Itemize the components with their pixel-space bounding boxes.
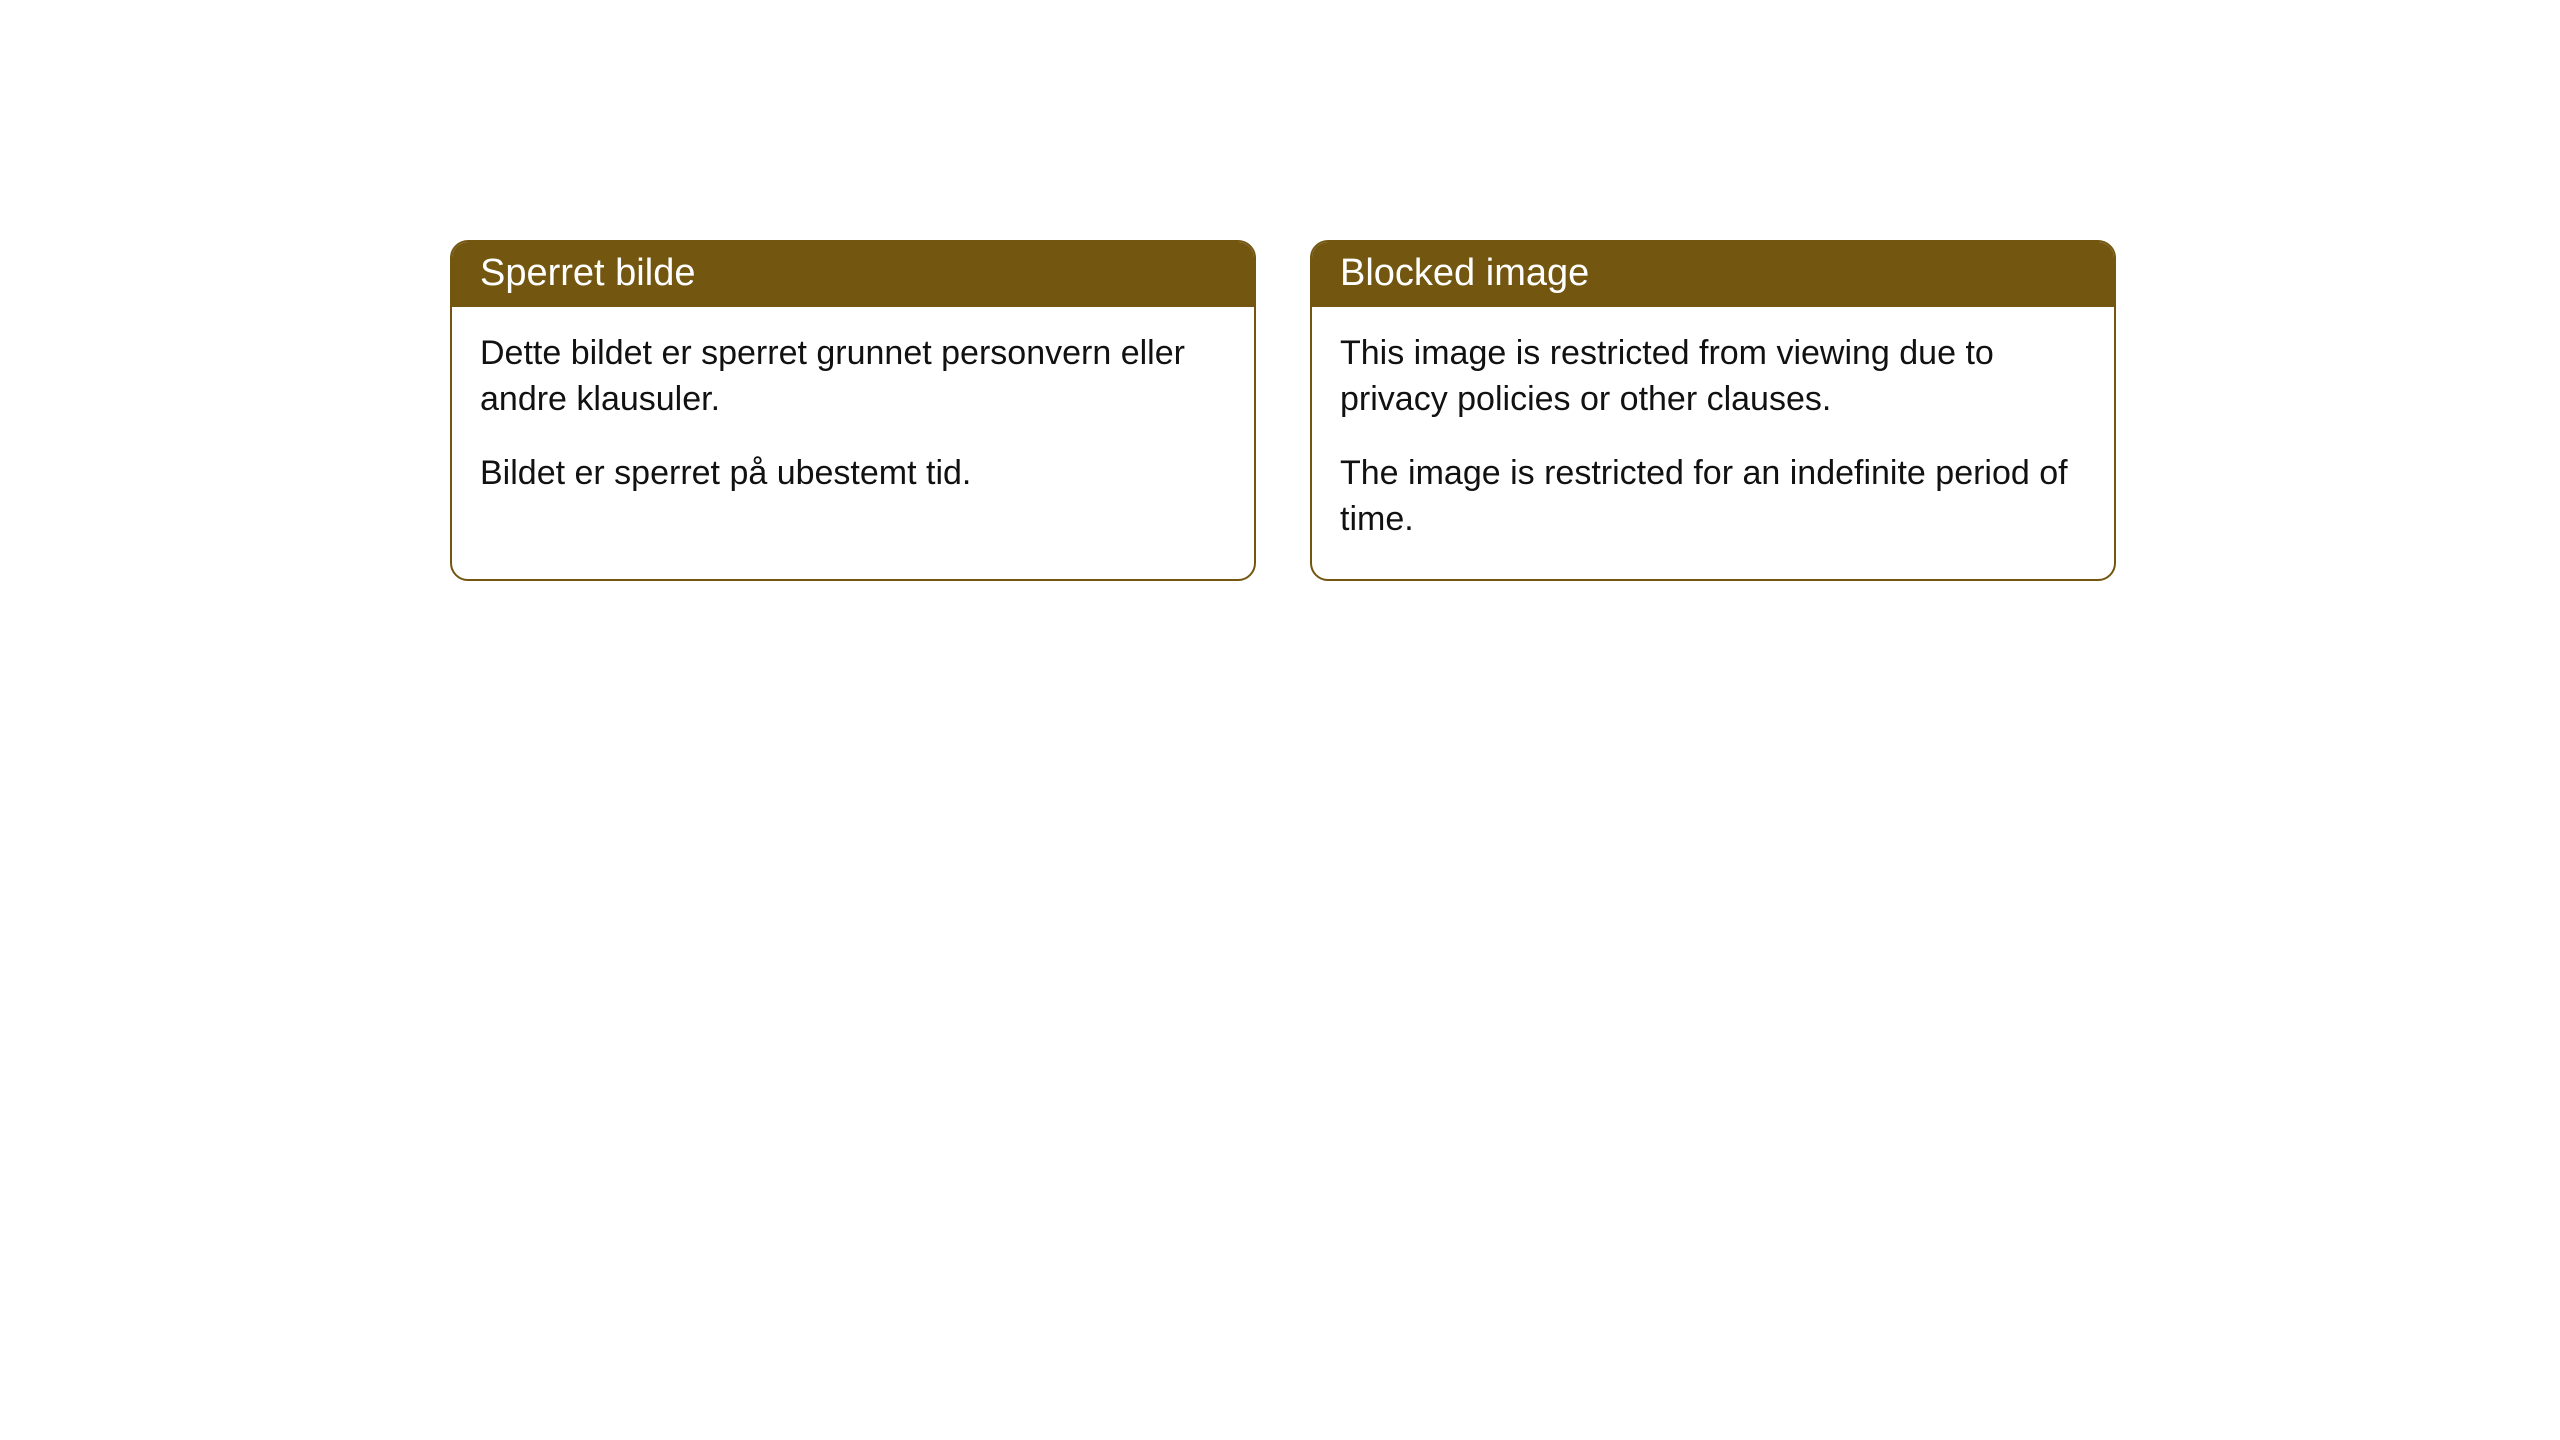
card-paragraph: This image is restricted from viewing du…	[1340, 331, 2086, 423]
card-paragraph: Bildet er sperret på ubestemt tid.	[480, 451, 1226, 497]
card-title: Sperret bilde	[480, 252, 695, 294]
notice-card-english: Blocked image This image is restricted f…	[1310, 240, 2116, 581]
notice-card-norwegian: Sperret bilde Dette bildet er sperret gr…	[450, 240, 1256, 581]
notice-cards-row: Sperret bilde Dette bildet er sperret gr…	[450, 240, 2560, 581]
card-paragraph: Dette bildet er sperret grunnet personve…	[480, 331, 1226, 423]
card-body: This image is restricted from viewing du…	[1312, 307, 2114, 579]
card-header: Sperret bilde	[452, 242, 1254, 307]
card-paragraph: The image is restricted for an indefinit…	[1340, 451, 2086, 543]
card-body: Dette bildet er sperret grunnet personve…	[452, 307, 1254, 533]
card-title: Blocked image	[1340, 252, 1589, 294]
card-header: Blocked image	[1312, 242, 2114, 307]
